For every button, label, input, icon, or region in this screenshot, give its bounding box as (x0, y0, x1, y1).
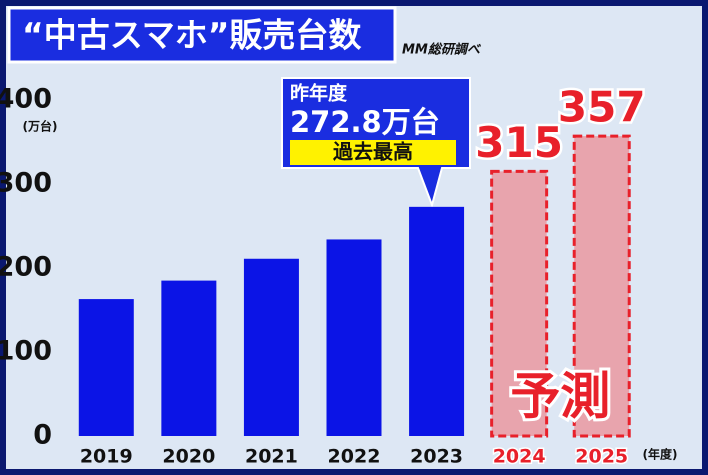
x-tick-label: 2021 (245, 446, 298, 468)
bar (326, 239, 382, 436)
x-tick-label: 2023 (410, 446, 463, 468)
y-tick-label: 100 (0, 336, 52, 367)
x-unit: (年度) (643, 447, 678, 462)
source: MM総研調べ (402, 42, 482, 58)
x-tick-label: 2019 (80, 446, 133, 468)
y-unit: (万台) (23, 119, 58, 134)
bar (490, 169, 549, 438)
x-tick-label: 2024 (493, 446, 546, 468)
y-tick-label: 300 (0, 168, 52, 199)
callout-line: 272.8万台 (290, 105, 440, 139)
y-tick-label: 200 (0, 252, 52, 283)
bar (78, 299, 134, 436)
bar (409, 206, 465, 436)
callout-highlight-box (290, 140, 456, 165)
bar (161, 280, 217, 436)
title-box (7, 6, 397, 64)
data-label: 357 (558, 83, 646, 132)
callout-highlight: 過去最高 (333, 140, 413, 164)
y-tick-label: 400 (0, 84, 52, 115)
y-tick-label: 0 (33, 420, 52, 451)
chart-title: “中古スマホ”販売台数 (22, 16, 362, 55)
x-tick-label: 2025 (575, 446, 628, 468)
annotation: 予測 (510, 368, 610, 426)
bar (572, 134, 631, 438)
x-tick-label: 2020 (162, 446, 215, 468)
data-label: 315 (475, 118, 563, 167)
callout-line: 昨年度 (290, 82, 348, 105)
bar (243, 258, 299, 436)
x-tick-label: 2022 (328, 446, 381, 468)
